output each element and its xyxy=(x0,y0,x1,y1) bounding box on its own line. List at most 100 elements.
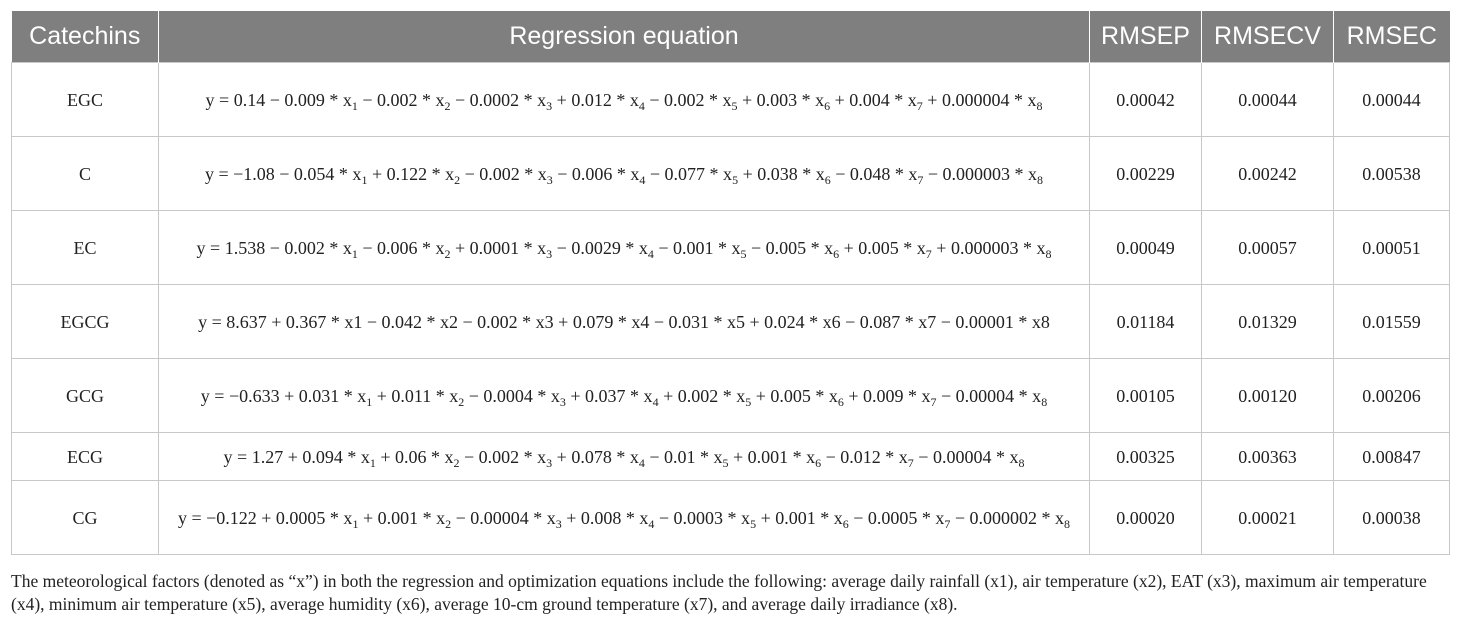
equation-subscript: 3 xyxy=(546,246,553,261)
rmsec-cell: 0.00206 xyxy=(1333,358,1450,433)
equation-subscript: 4 xyxy=(638,98,645,113)
table-row: EGCG y = 8.637 + 0.367 * x1 − 0.042 * x2… xyxy=(11,284,1450,359)
rmsec-cell: 0.00847 xyxy=(1333,432,1450,481)
equation-subscript: 8 xyxy=(1064,516,1071,531)
rmsecv-cell: 0.00044 xyxy=(1201,62,1334,137)
equation-term: + 0.001 * x xyxy=(358,507,446,528)
rmsep-cell: 0.00105 xyxy=(1089,358,1202,433)
equation-term: − 0.00004 * x xyxy=(451,507,556,528)
rmsep-cell: 0.01184 xyxy=(1089,284,1202,359)
rmsec-cell: 0.00051 xyxy=(1333,210,1450,285)
equation-term: − 0.012 * x xyxy=(821,446,908,467)
header-rmsecv: RMSECV xyxy=(1201,11,1334,63)
equation-term: + 0.011 * x xyxy=(372,385,459,406)
equation-subscript: 5 xyxy=(740,246,747,261)
rmsecv-cell: 0.00120 xyxy=(1201,358,1334,433)
catechin-cell: EGC xyxy=(11,62,159,137)
equation-subscript: 7 xyxy=(925,246,932,261)
equation-subscript: 7 xyxy=(930,394,937,409)
equation-subscript: 1 xyxy=(351,246,358,261)
equation-subscript: 4 xyxy=(639,172,646,187)
table-row: EC y = 1.538 − 0.002 * x1 − 0.006 * x2 +… xyxy=(11,210,1450,285)
equation-subscript: 8 xyxy=(1036,98,1043,113)
rmsec-cell: 0.00038 xyxy=(1333,480,1450,555)
equation-subscript: 3 xyxy=(546,98,553,113)
equation-term: + 0.001 * x xyxy=(728,446,816,467)
header-rmsec: RMSEC xyxy=(1333,11,1450,63)
equation-term: − 0.000003 * x xyxy=(923,163,1038,184)
equation-subscript: 7 xyxy=(917,172,924,187)
equation-subscript: 8 xyxy=(1041,394,1048,409)
equation-term: + 0.0001 * x xyxy=(450,237,547,258)
regression-table-container: Catechins Regression equation RMSEP RMSE… xyxy=(11,11,1450,555)
equation-term: + 0.038 * x xyxy=(738,163,825,184)
catechin-cell: CG xyxy=(11,480,159,555)
catechin-cell: EC xyxy=(11,210,159,285)
equation-term: − 0.01 * x xyxy=(644,446,723,467)
table-row: EGC y = 0.14 − 0.009 * x1 − 0.002 * x2 −… xyxy=(11,62,1450,137)
equation-cell: y = 1.27 + 0.094 * x1 + 0.06 * x2 − 0.00… xyxy=(158,432,1090,481)
rmsep-cell: 0.00049 xyxy=(1089,210,1202,285)
equation-term: + 0.122 * x xyxy=(367,163,455,184)
equation-term: − 0.00004 * x xyxy=(913,446,1019,467)
rmsep-cell: 0.00042 xyxy=(1089,62,1202,137)
table-row: CG y = −0.122 + 0.0005 * x1 + 0.001 * x2… xyxy=(11,480,1450,555)
equation-subscript: 4 xyxy=(652,394,659,409)
catechin-cell: C xyxy=(11,136,159,211)
equation-term: − 0.000002 * x xyxy=(950,507,1065,528)
equation-term: − 0.006 * x xyxy=(357,237,445,258)
equation-term: + 0.008 * x xyxy=(561,507,649,528)
equation-term: − 0.048 * x xyxy=(830,163,918,184)
equation-term: + 0.009 * x xyxy=(843,385,931,406)
equation-cell: y = −1.08 − 0.054 * x1 + 0.122 * x2 − 0.… xyxy=(158,136,1090,211)
equation-subscript: 5 xyxy=(750,516,757,531)
equation-term: + 0.000003 * x xyxy=(931,237,1046,258)
equation-subscript: 2 xyxy=(453,455,460,470)
equation-term: + 0.037 * x xyxy=(565,385,653,406)
equation-subscript: 4 xyxy=(647,246,654,261)
equation-term: − 0.0003 * x xyxy=(654,507,751,528)
equation-subscript: 2 xyxy=(444,98,451,113)
equation-subscript: 7 xyxy=(916,98,923,113)
equation-term: + 0.005 * x xyxy=(751,385,838,406)
equation-subscript: 6 xyxy=(833,246,840,261)
equation-subscript: 1 xyxy=(369,455,376,470)
header-rmsep: RMSEP xyxy=(1089,11,1202,63)
equation-term: − 0.00004 * x xyxy=(936,385,1042,406)
equation-subscript: 5 xyxy=(732,172,739,187)
equation-term: + 0.005 * x xyxy=(839,237,926,258)
equation-term: + 0.078 * x xyxy=(552,446,639,467)
equation-subscript: 2 xyxy=(458,394,465,409)
equation-subscript: 2 xyxy=(454,172,461,187)
equation-term: y = −0.633 + 0.031 * x xyxy=(200,385,367,406)
rmsep-cell: 0.00020 xyxy=(1089,480,1202,555)
equation-term: − 0.002 * x xyxy=(460,163,547,184)
equation-subscript: 6 xyxy=(815,455,822,470)
equation-subscript: 3 xyxy=(546,455,553,470)
equation-cell: y = 1.538 − 0.002 * x1 − 0.006 * x2 + 0.… xyxy=(158,210,1090,285)
equation-subscript: 5 xyxy=(722,455,729,470)
rmsecv-cell: 0.00242 xyxy=(1201,136,1334,211)
equation-subscript: 6 xyxy=(824,98,831,113)
rmsecv-cell: 0.00057 xyxy=(1201,210,1334,285)
catechin-cell: GCG xyxy=(11,358,159,433)
equation-term: − 0.0005 * x xyxy=(848,507,945,528)
table-row: C y = −1.08 − 0.054 * x1 + 0.122 * x2 − … xyxy=(11,136,1450,211)
equation-term: y = −1.08 − 0.054 * x xyxy=(204,163,362,184)
equation-term: − 0.0004 * x xyxy=(464,385,560,406)
equation-cell: y = −0.633 + 0.031 * x1 + 0.011 * x2 − 0… xyxy=(158,358,1090,433)
equation-cell: y = 8.637 + 0.367 * x1 − 0.042 * x2 − 0.… xyxy=(158,284,1090,359)
equation-term: − 0.006 * x xyxy=(552,163,640,184)
equation-term: + 0.000004 * x xyxy=(922,89,1037,110)
equation-term: − 0.001 * x xyxy=(653,237,741,258)
equation-subscript: 8 xyxy=(1037,172,1044,187)
equation-term: − 0.0002 * x xyxy=(450,89,547,110)
equation-term: + 0.003 * x xyxy=(737,89,825,110)
table-footnote: The meteorological factors (denoted as “… xyxy=(11,571,1427,614)
equation-term: − 0.005 * x xyxy=(746,237,834,258)
equation-term: + 0.06 * x xyxy=(375,446,454,467)
equation-term: y = −0.122 + 0.0005 * x xyxy=(177,507,353,528)
equation-term: − 0.002 * x xyxy=(644,89,732,110)
equation-term: y = 8.637 + 0.367 * x1 − 0.042 * x2 − 0.… xyxy=(198,311,1050,332)
equation-term: y = 1.27 + 0.094 * x xyxy=(223,446,370,467)
